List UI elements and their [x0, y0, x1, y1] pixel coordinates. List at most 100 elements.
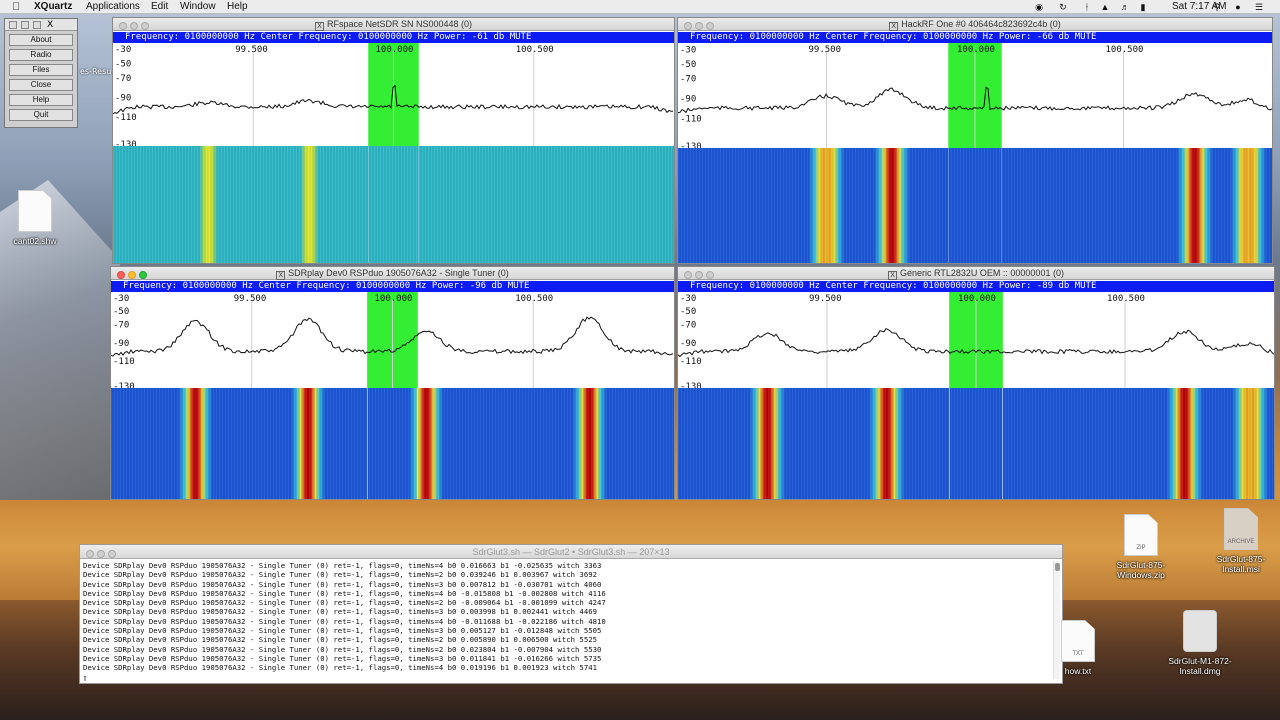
waterfall-display[interactable]: [113, 146, 674, 263]
zoom-dot-icon[interactable]: [706, 22, 714, 30]
waterfall-display[interactable]: [111, 388, 674, 499]
quit-button[interactable]: Quit: [9, 109, 73, 121]
time-machine-icon[interactable]: ↻: [1059, 2, 1067, 12]
terminal-titlebar: SdrGlut3.sh — SdrGlut2 • SdrGlut3.sh — 2…: [80, 545, 1062, 559]
frequency-tick-label: 100.000: [957, 45, 995, 55]
menu-help[interactable]: Help: [227, 1, 248, 12]
desktop-icon-how-txt[interactable]: TXT how.txt: [1056, 620, 1100, 676]
db-tick-label: -30: [680, 294, 696, 304]
db-tick-label: -130: [680, 382, 702, 388]
close-button[interactable]: Close: [9, 79, 73, 91]
zoom-dot-icon[interactable]: [141, 22, 149, 30]
close-dot-icon[interactable]: [117, 271, 125, 279]
menu-window[interactable]: Window: [180, 1, 216, 12]
minimize-dot-icon[interactable]: [97, 550, 105, 558]
spectrum-trace: [678, 86, 1272, 114]
x11-icon: X: [276, 271, 286, 280]
sdr-window-sdrplay[interactable]: X SDRplay Dev0 RSPduo 1905076A32 - Single…: [110, 266, 675, 500]
db-tick-label: -30: [680, 45, 696, 55]
minimize-dot-icon[interactable]: [130, 22, 138, 30]
zoom-dot-icon[interactable]: [139, 271, 147, 279]
waterfall-display[interactable]: [678, 148, 1272, 263]
desktop-icon-windows-zip[interactable]: ZIP SdrGlut-875-Windows.zip: [1108, 514, 1174, 580]
terminal-line: Device SDRplay Dev0 RSPduo 1905076A32 - …: [83, 607, 597, 617]
window-titlebar[interactable]: X Generic RTL2832U OEM :: 00000001 (0): [678, 267, 1274, 280]
files-button[interactable]: Files: [9, 64, 73, 76]
terminal-line: Device SDRplay Dev0 RSPduo 1905076A32 - …: [83, 644, 602, 654]
spectrum-plot[interactable]: 99.500 100.000 100.500 -30 -50 -70 -90 -110 -130: [678, 292, 1274, 388]
zoom-dot-icon[interactable]: [33, 21, 41, 29]
sdr-window-rtl2832u[interactable]: X Generic RTL2832U OEM :: 00000001 (0) Fre…: [677, 266, 1275, 500]
minimize-dot-icon[interactable]: [128, 271, 136, 279]
spectrum-svg: 99.500 100.000 100.500 -30 -50 -70 -90 -110 -130: [678, 292, 1274, 388]
waterfall-passband-markers: [678, 388, 1274, 499]
archive-icon: ARCHIVE: [1224, 508, 1258, 550]
terminal-line: ▯: [83, 672, 88, 682]
spectrum-plot[interactable]: 99.500 100.000 100.500 -30 -50 -70 -90 -110 -130: [678, 43, 1272, 148]
window-titlebar[interactable]: X RFspace NetSDR SN NS000448 (0): [113, 18, 674, 31]
terminal-scrollbar[interactable]: [1053, 561, 1060, 679]
sdr-window-rfspace[interactable]: X RFspace NetSDR SN NS000448 (0) Frequency…: [112, 17, 675, 264]
menu-bar:  XQuartz Applications Edit Window Help …: [0, 0, 1280, 14]
close-dot-icon[interactable]: [119, 22, 127, 30]
spectrum-plot[interactable]: 99.500 100.000 100.500 -30 -50 -70 -90 -110 -130: [111, 292, 674, 388]
sdr-window-hackrf[interactable]: X HackRF One #0 406464c823692c4b (0) Frequ…: [677, 17, 1273, 264]
search-icon[interactable]: ⚲: [1213, 2, 1221, 12]
window-titlebar[interactable]: X SDRplay Dev0 RSPduo 1905076A32 - Single…: [111, 267, 674, 280]
db-tick-label: -50: [113, 307, 129, 317]
close-dot-icon[interactable]: [684, 271, 692, 279]
sdrglut-main-menu: X About Radio Files Close Help Quit: [4, 18, 78, 128]
terminal-output[interactable]: Device SDRplay Dev0 RSPduo 1905076A32 - …: [80, 559, 1062, 683]
close-dot-icon[interactable]: [684, 22, 692, 30]
frequency-status-bar: Frequency: 0100000000 Hz Center Frequenc…: [113, 32, 674, 43]
about-button[interactable]: About: [9, 34, 73, 46]
db-tick-label: -110: [680, 115, 702, 125]
terminal-line: Device SDRplay Dev0 RSPduo 1905076A32 - …: [83, 570, 597, 580]
frequency-tick-label: 100.500: [516, 45, 554, 55]
frequency-tick-label: 99.500: [235, 45, 268, 55]
terminal-line: Device SDRplay Dev0 RSPduo 1905076A32 - …: [83, 626, 602, 636]
wifi-icon[interactable]: ▲: [1100, 2, 1110, 12]
menu-clock[interactable]: Sat 7:17 AM: [1172, 1, 1227, 12]
app-menu[interactable]: XQuartz: [34, 1, 73, 12]
zoom-dot-icon[interactable]: [706, 271, 714, 279]
frequency-tick-label: 100.000: [376, 45, 414, 55]
terminal-line: Device SDRplay Dev0 RSPduo 1905076A32 - …: [83, 653, 602, 663]
desktop-icon-install-dmg[interactable]: SdrGlut-M1-872-Install.dmg: [1162, 610, 1238, 676]
close-dot-icon[interactable]: [9, 21, 17, 29]
spectrum-plot[interactable]: 99.500 100.000 100.500 -30 -50 -70 -90 -110 -130: [113, 43, 674, 146]
desktop-icon-install-msi[interactable]: ARCHIVE SdrGlut-875-Install.msi: [1206, 508, 1276, 574]
waterfall-passband-markers: [113, 146, 674, 263]
menu-window-titlebar: X: [5, 19, 77, 31]
terminal-window[interactable]: SdrGlut3.sh — SdrGlut2 • SdrGlut3.sh — 2…: [79, 544, 1063, 684]
minimize-dot-icon[interactable]: [695, 271, 703, 279]
db-tick-label: -50: [680, 307, 696, 317]
bluetooth-icon[interactable]: ᚽ: [1084, 2, 1090, 12]
x11-icon: X: [888, 271, 898, 280]
menu-applications[interactable]: Applications: [86, 1, 140, 12]
radio-button[interactable]: Radio: [9, 49, 73, 61]
apple-menu-icon[interactable]: : [12, 0, 20, 14]
frequency-status-bar: Frequency: 0100000000 Hz Center Frequenc…: [678, 32, 1272, 43]
minimize-dot-icon[interactable]: [21, 21, 29, 29]
zoom-dot-icon[interactable]: [108, 550, 116, 558]
scrollbar-thumb[interactable]: [1055, 563, 1060, 571]
waterfall-display[interactable]: [678, 388, 1274, 499]
desktop-icon-cant02[interactable]: cant02.shw: [8, 190, 62, 246]
frequency-status-bar: Frequency: 0100000000 Hz Center Frequenc…: [678, 281, 1274, 292]
volume-icon[interactable]: ♬: [1120, 2, 1130, 12]
battery-icon[interactable]: ▮: [1140, 2, 1146, 12]
db-tick-label: -50: [680, 60, 696, 70]
background-window-peek: es-Resu: [80, 67, 112, 76]
window-titlebar[interactable]: X HackRF One #0 406464c823692c4b (0): [678, 18, 1272, 31]
x11-icon: X: [314, 22, 324, 31]
close-dot-icon[interactable]: [86, 550, 94, 558]
user-icon[interactable]: ●: [1235, 2, 1241, 12]
db-tick-label: -130: [680, 142, 702, 148]
notification-center-icon[interactable]: ☰: [1254, 2, 1264, 12]
menu-edit[interactable]: Edit: [151, 1, 169, 12]
help-button[interactable]: Help: [9, 94, 73, 106]
minimize-dot-icon[interactable]: [695, 22, 703, 30]
frequency-tick-label: 100.500: [515, 294, 553, 304]
record-icon[interactable]: ◉: [1035, 2, 1043, 12]
